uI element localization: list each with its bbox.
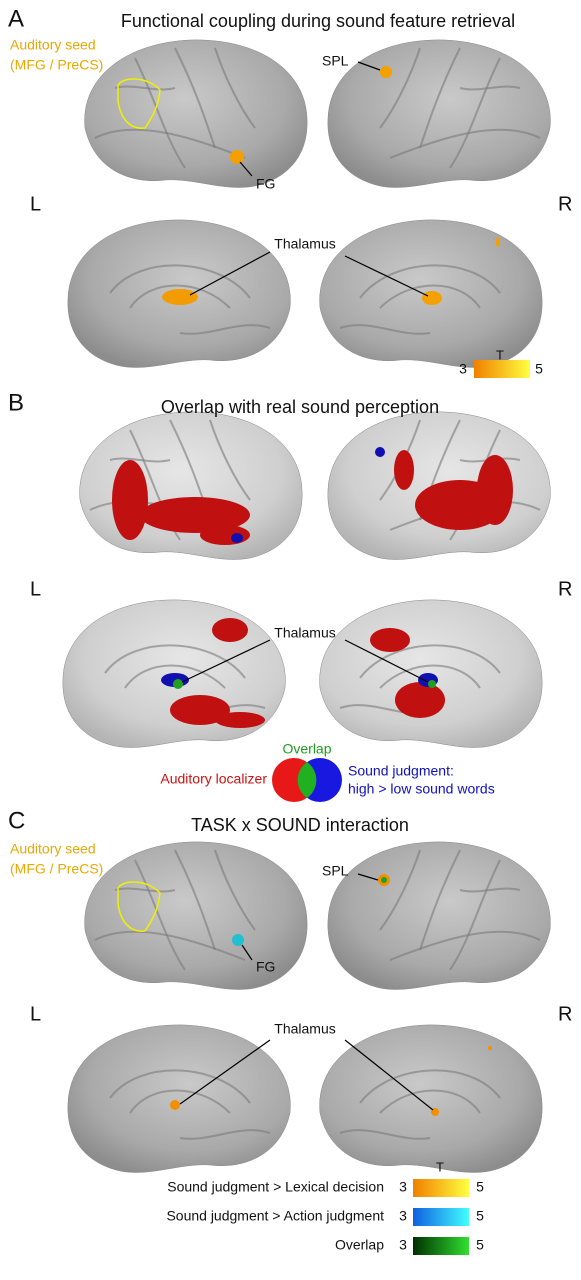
region-label: Thalamus: [274, 1021, 335, 1037]
colorbar-min: 3: [459, 361, 467, 377]
activation: [231, 533, 243, 543]
activation: [170, 1100, 180, 1110]
figure: A Functional coupling during sound featu…: [0, 0, 581, 1280]
legend-max: 5: [476, 1208, 484, 1224]
activation: [381, 877, 387, 883]
activation: [488, 1046, 492, 1050]
brain-surface: [328, 40, 551, 188]
legend-label: Overlap: [335, 1237, 384, 1253]
legend-min: 3: [399, 1208, 407, 1224]
legend-label: Sound judgment > Action judgment: [166, 1208, 384, 1224]
seed-region: (MFG / PreCS): [10, 57, 103, 73]
venn-label: Overlap: [282, 741, 331, 757]
panel-title: Overlap with real sound perception: [161, 397, 439, 417]
activation: [477, 455, 513, 525]
activation: [215, 712, 265, 728]
activation: [422, 291, 442, 305]
panel-letter: A: [8, 5, 24, 32]
hemisphere-label: L: [30, 578, 41, 600]
venn-label: Sound judgment:: [348, 763, 454, 779]
region-label: SPL: [322, 863, 349, 879]
brain: [80, 412, 303, 560]
hemisphere-label: L: [30, 193, 41, 215]
legend-min: 3: [399, 1179, 407, 1195]
activation: [394, 450, 414, 490]
region-label: FG: [256, 959, 275, 975]
activation: [370, 628, 410, 652]
brain: [68, 1025, 291, 1173]
activation: [496, 237, 500, 247]
activation: [375, 447, 385, 457]
region-label: SPL: [322, 53, 349, 69]
activation: [395, 682, 445, 718]
colorbar: [413, 1179, 469, 1197]
brain: [328, 40, 551, 188]
activation: [230, 150, 244, 164]
seed-name: Auditory seed: [10, 37, 96, 53]
panel-title: Functional coupling during sound feature…: [121, 11, 515, 31]
legend-label: Sound judgment > Lexical decision: [167, 1179, 384, 1195]
activation: [173, 679, 183, 689]
seed-name: Auditory seed: [10, 841, 96, 857]
brain-surface: [80, 412, 303, 560]
legend-title: T: [436, 1159, 444, 1174]
region-label: Thalamus: [274, 236, 335, 252]
hemisphere-label: R: [558, 1003, 572, 1025]
brain-surface: [85, 40, 308, 188]
colorbar: [413, 1208, 469, 1226]
activation: [162, 289, 198, 305]
legend-max: 5: [476, 1237, 484, 1253]
hemisphere-label: R: [558, 193, 572, 215]
activation: [200, 525, 250, 545]
colorbar: [474, 360, 530, 378]
hemisphere-label: R: [558, 578, 572, 600]
venn-label: high > low sound words: [348, 781, 495, 797]
hemisphere-label: L: [30, 1003, 41, 1025]
region-label: FG: [256, 176, 275, 192]
colorbar: [413, 1237, 469, 1255]
colorbar-max: 5: [535, 361, 543, 377]
region-label: Thalamus: [274, 625, 335, 641]
activation: [428, 680, 436, 688]
activation: [380, 66, 392, 78]
venn-label: Auditory localizer: [160, 771, 267, 787]
brain: [328, 842, 551, 990]
activation: [112, 460, 148, 540]
activation: [232, 934, 244, 946]
legend-max: 5: [476, 1179, 484, 1195]
legend-min: 3: [399, 1237, 407, 1253]
brain-surface: [68, 1025, 291, 1173]
panel-letter: C: [8, 807, 25, 834]
panel-letter: B: [8, 389, 24, 416]
seed-region: (MFG / PreCS): [10, 861, 103, 877]
activation: [212, 618, 248, 642]
panel-title: TASK x SOUND interaction: [191, 815, 409, 835]
brain-surface: [328, 842, 551, 990]
brain: [85, 40, 308, 188]
brain-renderings: [63, 40, 551, 1173]
legend: Sound judgment > Lexical decision 3 5 Sound…: [166, 1179, 484, 1255]
